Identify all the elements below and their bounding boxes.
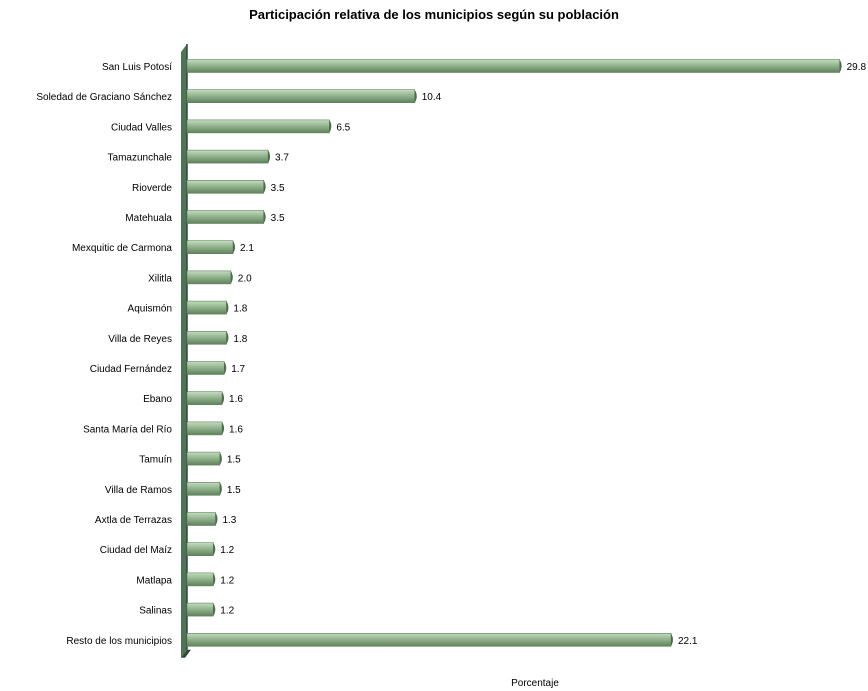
bar [186,512,218,526]
value-label: 1.8 [233,304,247,315]
value-label: 6.5 [336,122,350,133]
value-label: 1.6 [229,424,243,435]
category-label: Ciudad Fernández [90,364,172,375]
bar [186,300,229,315]
value-label: 29.8 [847,62,867,73]
value-label: 1.5 [227,455,241,466]
value-label: 1.2 [220,545,234,556]
value-label: 1.2 [220,606,234,617]
category-label: Xilitla [148,273,172,284]
category-label: Santa María del Río [83,424,172,435]
bar [186,361,227,375]
bar [186,119,332,134]
value-label: 1.5 [227,485,241,496]
category-label: Resto de los municipios [66,636,172,647]
bar [186,210,266,224]
category-label: Salinas [139,606,172,617]
category-label: Ebano [143,394,172,405]
bar [186,240,235,254]
value-label: 2.0 [238,273,252,284]
bar [186,391,225,406]
value-label: 1.8 [233,334,247,345]
category-label: Matehuala [125,213,172,224]
category-label: Ciudad Valles [111,122,172,133]
bar [186,421,225,436]
bar [186,481,222,496]
bar [186,602,216,617]
bar [186,59,842,73]
value-label: 22.1 [678,636,698,647]
chart-title: Participación relativa de los municipios… [249,7,619,22]
value-label: 3.5 [271,183,285,194]
category-label: Ciudad del Maíz [100,545,172,556]
bar [186,572,216,587]
value-label: 3.5 [271,213,285,224]
value-label: 10.4 [422,92,442,103]
value-label: 3.7 [275,153,289,164]
value-label: 1.3 [222,515,236,526]
bar [186,542,216,557]
category-label: Axtla de Terrazas [95,515,172,526]
y-axis-wall [181,44,191,658]
x-axis-label: Porcentaje [511,678,559,689]
category-label: Rioverde [132,183,172,194]
bar [186,451,222,466]
category-label: Soledad de Graciano Sánchez [36,92,172,103]
category-label: Villa de Reyes [108,334,172,345]
value-label: 1.2 [220,575,234,586]
bar [186,89,417,103]
category-label: Tamuín [139,455,172,466]
category-label: Tamazunchale [108,153,173,164]
category-label: Villa de Ramos [105,485,172,496]
category-label: Mexquitic de Carmona [72,243,172,254]
bar [186,330,229,345]
value-label: 2.1 [240,243,254,254]
category-label: Aquismón [128,304,172,315]
category-label: San Luis Potosí [102,62,172,73]
value-label: 1.6 [229,394,243,405]
bar [186,180,266,194]
bar [186,632,673,647]
bar [186,270,233,285]
category-label: Matlapa [136,575,172,586]
bar [186,149,271,164]
value-label: 1.7 [231,364,245,375]
